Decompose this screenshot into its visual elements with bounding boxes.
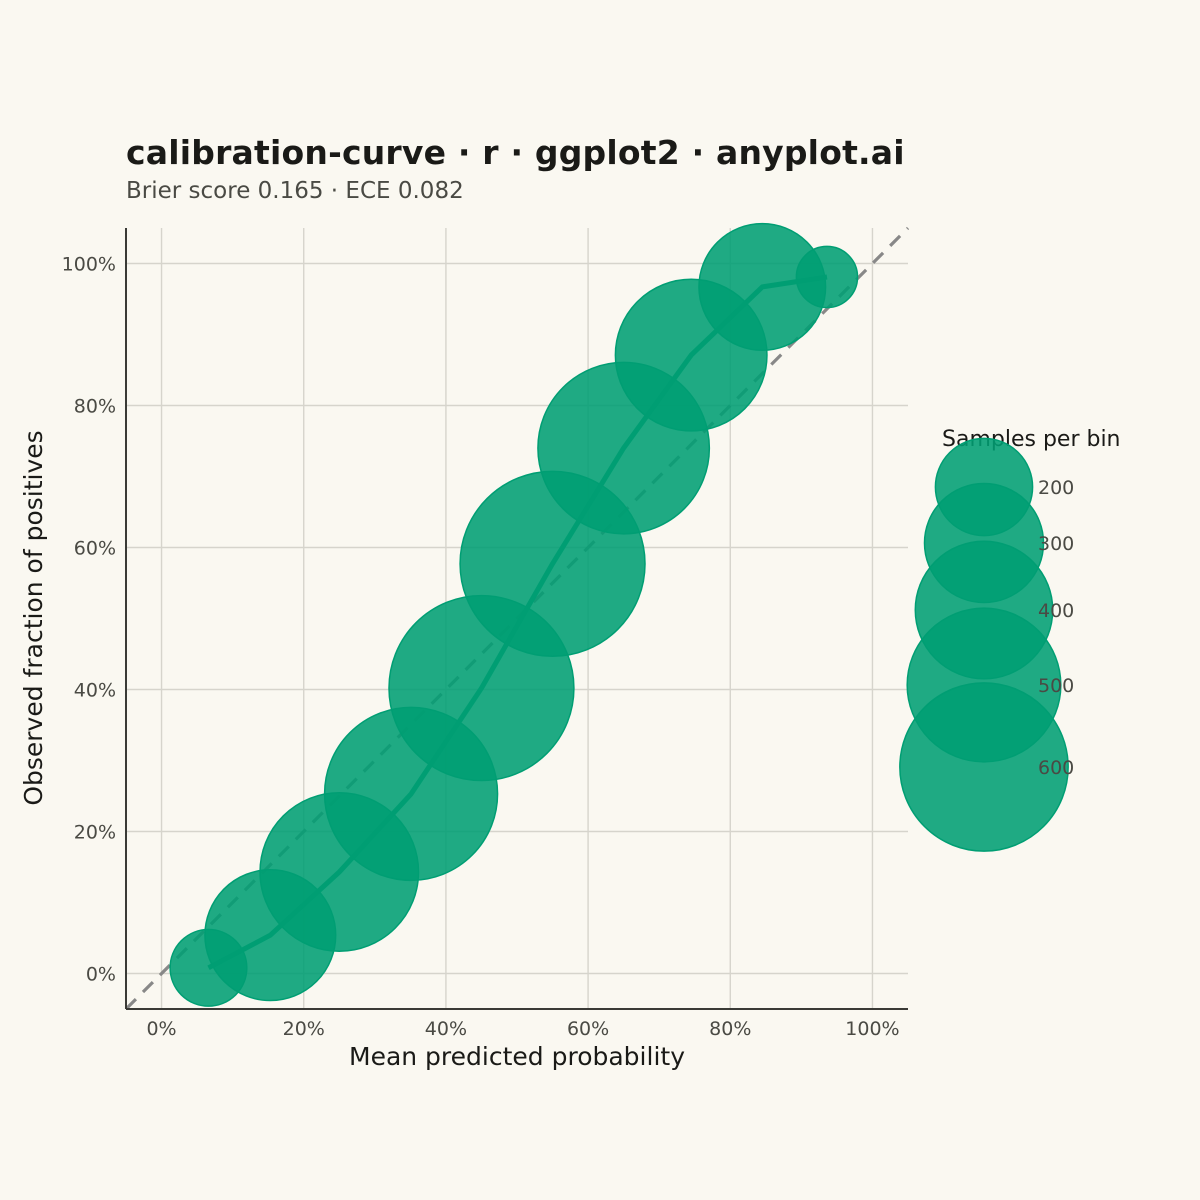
y-tick-label: 60% bbox=[74, 538, 116, 560]
x-tick-label: 20% bbox=[283, 1018, 325, 1040]
y-tick-label: 20% bbox=[74, 822, 116, 844]
legend-key-label: 500 bbox=[1038, 675, 1074, 697]
legend-key-circle bbox=[899, 682, 1069, 852]
calibration-points bbox=[169, 222, 859, 1007]
y-tick-label: 40% bbox=[74, 680, 116, 702]
legend-key-label: 300 bbox=[1038, 533, 1074, 555]
legend-key-label: 200 bbox=[1038, 477, 1074, 499]
tick-labels: 0% 20% 40% 60% 80% 100% 0% 20% 40% 60% 80% 100% bbox=[62, 254, 900, 1041]
x-tick-label: 80% bbox=[709, 1018, 751, 1040]
x-axis-title: Mean predicted probability bbox=[349, 1042, 685, 1071]
legend-key-label: 400 bbox=[1038, 600, 1074, 622]
y-tick-label: 80% bbox=[74, 396, 116, 418]
x-tick-label: 100% bbox=[845, 1018, 899, 1040]
x-tick-label: 60% bbox=[567, 1018, 609, 1040]
legend-key-label: 600 bbox=[1038, 757, 1074, 779]
chart-title: calibration-curve · r · ggplot2 · anyplo… bbox=[126, 133, 905, 172]
y-axis-title: Observed fraction of positives bbox=[19, 430, 48, 805]
axes bbox=[125, 228, 908, 1010]
y-tick-label: 100% bbox=[62, 254, 116, 276]
legend-keys: 200 300 400 500 600 bbox=[899, 437, 1074, 852]
chart-subtitle: Brier score 0.165 · ECE 0.082 bbox=[126, 178, 464, 204]
x-tick-label: 0% bbox=[146, 1018, 176, 1040]
calibration-point bbox=[795, 245, 859, 309]
y-tick-label: 0% bbox=[86, 964, 116, 986]
x-tick-label: 40% bbox=[425, 1018, 467, 1040]
